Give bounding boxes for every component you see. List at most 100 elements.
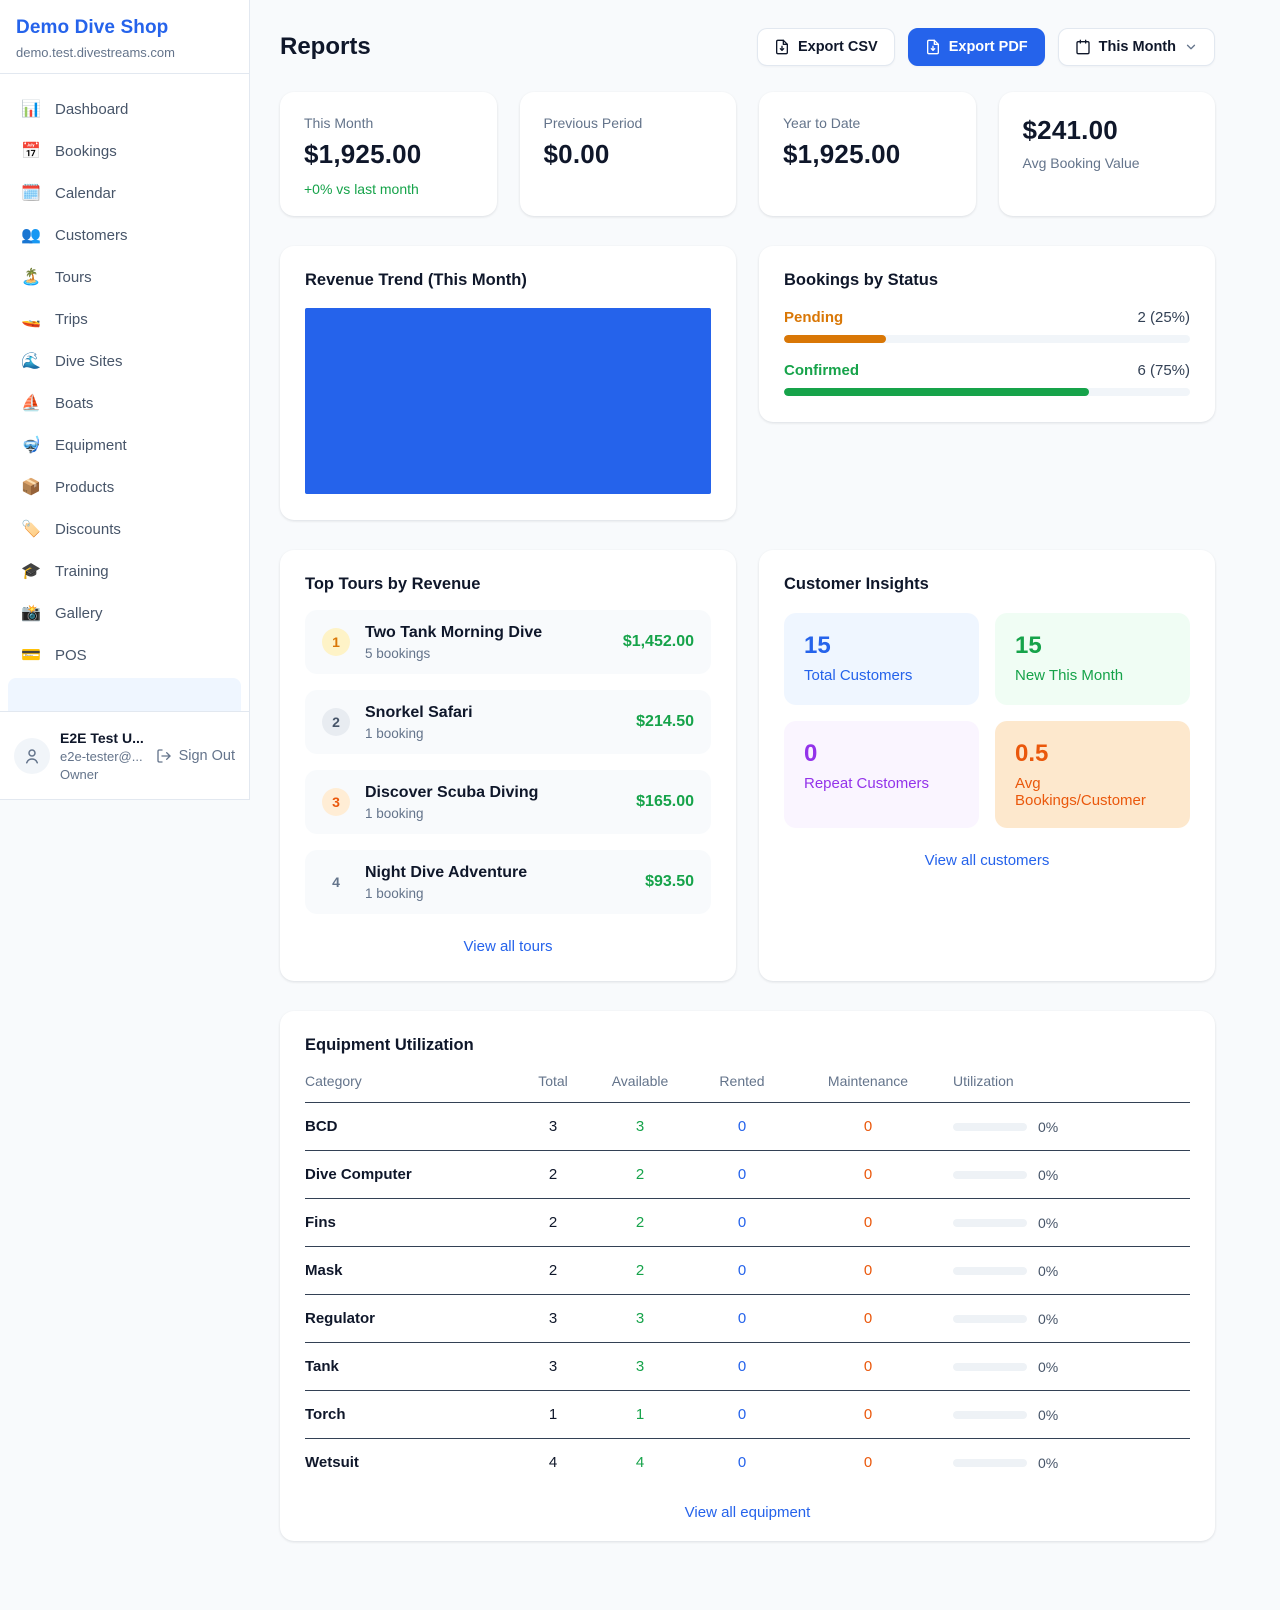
- status-label: Confirmed: [784, 362, 859, 379]
- sidebar-item-discounts[interactable]: 🏷️ Discounts: [8, 508, 241, 550]
- stat-card-previous-period: Previous Period $0.00: [519, 92, 736, 216]
- sidebar-item-pos[interactable]: 💳 POS: [8, 634, 241, 676]
- table-row: Regulator 3 3 0 0 0%: [305, 1295, 1190, 1343]
- sidebar-item-boats[interactable]: ⛵ Boats: [8, 382, 241, 424]
- page-header: Reports Export CSV Export PDF This Month: [280, 28, 1215, 66]
- shop-domain: demo.test.divestreams.com: [16, 45, 175, 60]
- stat-label: Avg Booking Value: [1022, 155, 1140, 171]
- status-label: Pending: [784, 309, 844, 326]
- table-row: Mask 2 2 0 0 0%: [305, 1247, 1190, 1295]
- sidebar-item-label: POS: [55, 646, 87, 664]
- utilization-pct: 0%: [1038, 1262, 1059, 1279]
- user-role: Owner: [60, 766, 99, 782]
- view-all-tours-link[interactable]: View all tours: [463, 938, 553, 955]
- utilization-pct: 0%: [1038, 1454, 1059, 1471]
- tour-amount: $214.50: [636, 713, 694, 730]
- rank-badge: 4: [332, 874, 340, 890]
- insight-repeat-customers: 0 Repeat Customers: [784, 721, 979, 828]
- cell-category: Fins: [305, 1214, 336, 1231]
- revenue-trend-panel: Revenue Trend (This Month): [280, 246, 736, 520]
- insight-label: Avg Bookings/Customer: [1015, 775, 1146, 809]
- cell-category: Wetsuit: [305, 1454, 359, 1471]
- tag-icon: 🏷️: [21, 521, 41, 538]
- bookings-by-status-panel: Bookings by Status Pending 2 (25%) Confi…: [759, 246, 1215, 422]
- sign-out-button[interactable]: Sign Out: [156, 748, 235, 764]
- cell-total: 2: [548, 1166, 558, 1183]
- cell-total: 2: [548, 1262, 558, 1279]
- sidebar-item-products[interactable]: 📦 Products: [8, 466, 241, 508]
- progress-fill: [784, 388, 1089, 396]
- sidebar-item-customers[interactable]: 👥 Customers: [8, 214, 241, 256]
- progress-track: [784, 335, 1190, 343]
- tour-row: 4 Night Dive Adventure 1 booking $93.50: [305, 850, 711, 914]
- logout-icon: [156, 748, 171, 763]
- insight-value: 15: [804, 632, 831, 659]
- insight-label: Total Customers: [804, 667, 913, 684]
- table-row: BCD 3 3 0 0 0%: [305, 1103, 1190, 1151]
- sidebar-item-trips[interactable]: 🚤 Trips: [8, 298, 241, 340]
- utilization-pct: 0%: [1038, 1166, 1059, 1183]
- cell-utilization: 0%: [931, 1215, 1190, 1231]
- cell-maintenance: 0: [863, 1406, 873, 1423]
- sidebar-item-dive-sites[interactable]: 🌊 Dive Sites: [8, 340, 241, 382]
- view-all-equipment-link[interactable]: View all equipment: [684, 1504, 811, 1521]
- sidebar-item-training[interactable]: 🎓 Training: [8, 550, 241, 592]
- export-pdf-button[interactable]: Export PDF: [907, 28, 1045, 66]
- cell-available: 2: [635, 1262, 645, 1279]
- utilization-track: [953, 1170, 1027, 1179]
- tour-amount: $93.50: [645, 873, 694, 890]
- rank-badge: 2: [322, 708, 350, 736]
- bar-chart-icon: 📊: [21, 101, 41, 118]
- cell-available: 2: [635, 1166, 645, 1183]
- equipment-table-header: Category Total Available Rented Maintena…: [305, 1073, 1190, 1103]
- tour-amount: $1,452.00: [622, 633, 694, 650]
- file-download-icon: [775, 39, 788, 55]
- sidebar-item-gallery[interactable]: 📸 Gallery: [8, 592, 241, 634]
- sidebar-item-label: Trips: [55, 310, 88, 328]
- sidebar-item-tours[interactable]: 🏝️ Tours: [8, 256, 241, 298]
- cell-category: Mask: [305, 1262, 343, 1279]
- top-tours-panel: Top Tours by Revenue 1 Two Tank Morning …: [280, 550, 736, 981]
- sidebar-item-label: Calendar: [55, 184, 116, 202]
- sidebar-item-label: Dive Sites: [55, 352, 123, 370]
- period-label: This Month: [1098, 39, 1176, 55]
- cell-maintenance: 0: [863, 1118, 873, 1135]
- progress-track: [784, 388, 1190, 396]
- export-pdf-label: Export PDF: [948, 39, 1028, 55]
- stats-row: This Month $1,925.00 +0% vs last month P…: [280, 92, 1215, 216]
- sidebar-item-label: Products: [55, 478, 115, 496]
- table-row: Wetsuit 4 4 0 0 0%: [305, 1439, 1190, 1486]
- utilization-pct: 0%: [1038, 1118, 1059, 1135]
- tour-name: Snorkel Safari: [365, 703, 473, 721]
- cell-maintenance: 0: [863, 1262, 873, 1279]
- export-csv-button[interactable]: Export CSV: [756, 28, 895, 66]
- sidebar-item-dashboard[interactable]: 📊 Dashboard: [8, 88, 241, 130]
- col-header-maintenance: Maintenance: [827, 1073, 909, 1089]
- cell-rented: 0: [737, 1358, 747, 1375]
- utilization-track: [953, 1410, 1027, 1419]
- view-all-customers-link[interactable]: View all customers: [924, 852, 1050, 869]
- sidebar-nav: 📊 Dashboard 📅 Bookings 🗓️ Calendar 👥 Cus…: [0, 74, 249, 711]
- cell-maintenance: 0: [863, 1214, 873, 1231]
- sidebar-item-label: Customers: [55, 226, 128, 244]
- sidebar-item-label: Discounts: [55, 520, 121, 538]
- header-actions: Export CSV Export PDF This Month: [756, 28, 1215, 66]
- cell-utilization: 0%: [931, 1311, 1190, 1327]
- sidebar-header: Demo Dive Shop demo.test.divestreams.com: [0, 0, 249, 74]
- sidebar-item-active-partial[interactable]: [8, 678, 241, 711]
- sidebar-item-calendar[interactable]: 🗓️ Calendar: [8, 172, 241, 214]
- tour-bookings: 1 booking: [365, 805, 424, 821]
- user-info: E2E Test U... e2e-tester@... Owner: [60, 730, 146, 782]
- insight-value: 0.5: [1015, 740, 1049, 767]
- sidebar-item-bookings[interactable]: 📅 Bookings: [8, 130, 241, 172]
- person-icon: [26, 748, 38, 763]
- cell-total: 3: [548, 1118, 558, 1135]
- tour-row: 1 Two Tank Morning Dive 5 bookings $1,45…: [305, 610, 711, 674]
- utilization-track: [953, 1266, 1027, 1275]
- sidebar-item-equipment[interactable]: 🤿 Equipment: [8, 424, 241, 466]
- speedboat-icon: 🚤: [21, 311, 41, 328]
- revenue-trend-title: Revenue Trend (This Month): [305, 271, 527, 289]
- period-dropdown[interactable]: This Month: [1057, 28, 1215, 66]
- utilization-track: [953, 1122, 1027, 1131]
- insight-total-customers: 15 Total Customers: [784, 613, 979, 705]
